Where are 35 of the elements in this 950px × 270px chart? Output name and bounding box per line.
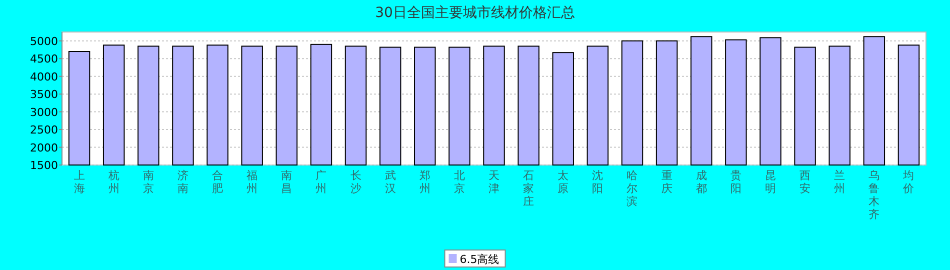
x-tick-label: 上海 [74, 169, 85, 195]
x-tick-label: 太原 [558, 169, 569, 195]
y-tick-label: 3000 [30, 106, 58, 119]
x-tick-label: 济南 [177, 169, 188, 195]
x-tick-label: 昆明 [764, 169, 776, 195]
y-tick-label: 4500 [30, 52, 58, 66]
x-tick-label: 沈阳 [592, 169, 604, 195]
x-tick-label: 长沙 [350, 169, 362, 195]
x-tick-label: 石家庄 [523, 169, 534, 208]
x-tick-label: 哈尔滨 [626, 169, 638, 208]
x-tick-label: 南京 [142, 169, 154, 195]
x-tick-label: 广州 [316, 169, 327, 195]
y-tick-label: 3500 [30, 88, 58, 102]
text: 6.5高线 [460, 253, 500, 266]
x-tick-label: 杭州 [107, 169, 120, 195]
x-tick-label: 重庆 [661, 169, 672, 195]
y-tick-label: 2500 [30, 124, 58, 137]
y-tick-label: 4000 [30, 70, 58, 84]
chart-title: 30日全国主要城市线材价格汇总 [375, 5, 575, 21]
y-tick-label: 2000 [30, 141, 58, 154]
x-tick-label: 乌鲁木齐 [868, 169, 880, 221]
x-tick-label: 南昌 [281, 169, 292, 195]
y-tick-label: 1500 [30, 159, 58, 172]
x-tick-label: 兰州 [834, 169, 846, 195]
x-tick-label: 贵阳 [730, 169, 742, 195]
x-tick-label: 成都 [696, 169, 707, 195]
x-tick-label: 合肥 [212, 169, 224, 195]
x-tick-label: 均价 [902, 169, 914, 195]
y-tick-label: 5000 [30, 34, 58, 48]
x-tick-label: 郑州 [419, 169, 430, 195]
x-tick-label: 天津 [488, 169, 500, 195]
x-tick-label: 北京 [454, 169, 465, 195]
x-tick-label: 武汉 [384, 169, 396, 195]
x-tick-label: 福州 [246, 169, 258, 195]
x-tick-label: 西安 [800, 169, 811, 195]
